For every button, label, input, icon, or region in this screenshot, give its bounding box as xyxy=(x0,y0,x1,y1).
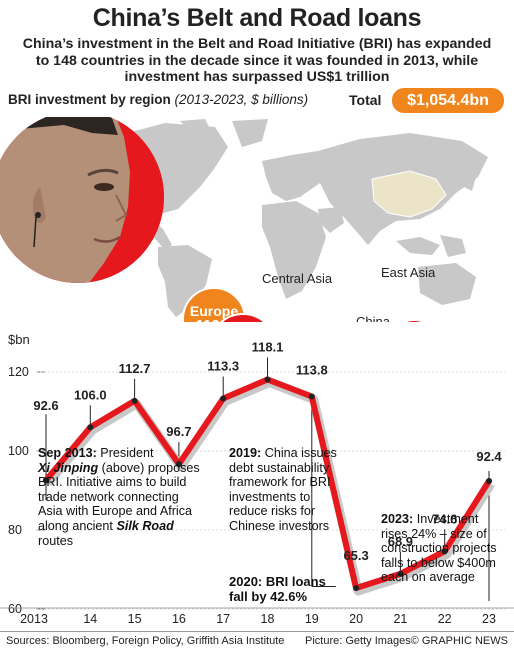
data-label-15: 112.7 xyxy=(119,361,151,376)
annotation-2019-head: 2019: xyxy=(229,446,262,460)
data-label-22: 74.6 xyxy=(432,511,457,526)
data-point-18 xyxy=(264,376,271,383)
y-tick-label-60: 60 xyxy=(8,602,22,616)
annotation-2020: 2020: BRI loans fall by 42.6% xyxy=(229,574,326,604)
data-point-20 xyxy=(353,585,360,592)
x-tick-label-21: 21 xyxy=(393,612,407,626)
data-label-17: 113.3 xyxy=(207,358,239,373)
world-map xyxy=(0,117,488,317)
annotation-2013: Sep 2013: President Xi Jinping (above) p… xyxy=(38,446,203,548)
data-point-16 xyxy=(175,461,182,468)
chart-background xyxy=(0,322,514,628)
data-point-14 xyxy=(87,424,94,431)
data-point-15 xyxy=(131,397,138,404)
annotation-2013-head: Sep 2013: xyxy=(38,446,97,460)
data-label-21: 68.9 xyxy=(388,534,413,549)
data-point-17 xyxy=(220,395,227,402)
page-title: China’s Belt and Road loans xyxy=(92,4,422,32)
footer-copyright: © GRAPHIC NEWS xyxy=(410,635,508,647)
total-badge: $1,054.4bn xyxy=(392,88,504,113)
data-label-20: 65.3 xyxy=(343,548,368,563)
annotation-2013-text3: routes xyxy=(38,533,74,548)
x-tick-label-18: 18 xyxy=(261,612,275,626)
map-heading: BRI investment by region (2013-2023, $ b… xyxy=(8,92,308,107)
data-point-23 xyxy=(486,478,492,485)
map-land xyxy=(120,119,488,317)
annotation-2023: 2023: Investment rises 24% – size of con… xyxy=(381,512,503,585)
x-tick-label-19: 19 xyxy=(305,612,319,626)
x-tick-label-14: 14 xyxy=(83,612,97,626)
data-label-23: 92.4 xyxy=(476,449,502,464)
data-point-22 xyxy=(441,548,448,555)
annotation-2019: 2019: China issues debt sustainability f… xyxy=(229,446,341,534)
footer-sources: Sources: Bloomberg, Foreign Policy, Grif… xyxy=(6,635,285,647)
data-label-14: 106.0 xyxy=(74,387,107,402)
data-label-19: 113.8 xyxy=(296,362,328,377)
china-region xyxy=(371,170,447,218)
x-tick-label-17: 17 xyxy=(216,612,230,626)
y-tick-label-100: 100 xyxy=(8,444,29,458)
data-point-19 xyxy=(308,393,315,400)
annotation-2019-text: China issues debt sustainability framewo… xyxy=(229,446,337,533)
annotation-2023-text: Investment rises 24% – size of construct… xyxy=(381,512,497,585)
y-tick-label-120: 120 xyxy=(8,365,29,379)
map-label-east-asia-1: East Asia xyxy=(381,265,436,280)
data-point-21 xyxy=(397,570,404,577)
portrait-photo xyxy=(0,117,164,283)
x-tick-label-23: 23 xyxy=(482,612,496,626)
map-heading-label: BRI investment by region xyxy=(8,92,171,107)
x-tick-label-2013: 2013 xyxy=(20,612,48,626)
x-tick-label-16: 16 xyxy=(172,612,186,626)
annotation-2023-head: 2023: xyxy=(381,512,414,526)
y-axis-label: $bn xyxy=(8,332,30,347)
map-label-central-asia-0: Central Asia xyxy=(262,271,333,286)
annotation-2013-text1: President xyxy=(96,446,154,460)
total-label: Total xyxy=(349,92,382,108)
map-heading-note: (2013-2023, $ billions) xyxy=(174,92,309,107)
page-subtitle: China’s investment in the Belt and Road … xyxy=(22,36,492,85)
data-point-2013 xyxy=(43,477,49,484)
annotation-2013-name: Xi Jinping xyxy=(38,460,99,475)
annotation-2013-road: Silk Road xyxy=(116,518,174,533)
footer-picture-credit: Picture: Getty Images xyxy=(305,635,411,647)
data-label-16: 96.7 xyxy=(166,424,191,439)
x-tick-label-22: 22 xyxy=(438,612,452,626)
bubble-europe-label: Europe xyxy=(189,302,239,319)
data-label-18: 118.1 xyxy=(252,340,284,355)
data-label-2013: 92.6 xyxy=(33,398,58,413)
investment-line-chart: $bn 60 80 100 120 92.6 106.0 112.7 96.7 113.3 118.… xyxy=(0,322,514,628)
annotation-2013-text2: (above) proposes BRI. Initiative aims to… xyxy=(38,460,200,533)
x-tick-label-15: 15 xyxy=(128,612,142,626)
x-tick-label-20: 20 xyxy=(349,612,363,626)
y-tick-label-80: 80 xyxy=(8,523,22,537)
footer: Sources: Bloomberg, Foreign Policy, Grif… xyxy=(0,631,514,651)
